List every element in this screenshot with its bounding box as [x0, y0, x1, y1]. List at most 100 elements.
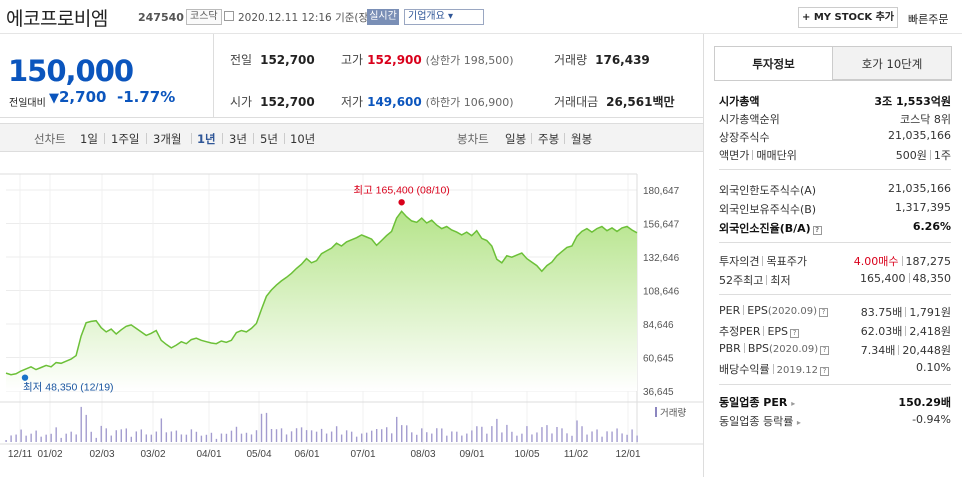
volume-legend-icon: [655, 407, 657, 417]
price-change-percent: -1.77%: [117, 88, 176, 106]
volume-bar: [110, 435, 112, 442]
volume-bar: [476, 426, 478, 442]
volume-bar: [556, 427, 558, 442]
volume-bar: [576, 420, 578, 442]
volume-bar: [446, 435, 448, 442]
volume-bar: [406, 425, 408, 442]
market-badge: 코스닥: [186, 9, 222, 25]
candle-daily[interactable]: 일봉: [505, 132, 527, 146]
industry-change-row[interactable]: 동일업종 등락률 ▸ -0.94%: [719, 413, 951, 428]
price-chart[interactable]: 180,647 156,647 132,646 108,646 84,646 60,645…: [0, 152, 703, 477]
period-10y[interactable]: 10년: [290, 132, 316, 146]
tab-orderbook-10[interactable]: 호가 10단계: [832, 46, 952, 80]
help-icon[interactable]: ?: [819, 367, 829, 376]
volume-bar: [180, 434, 183, 442]
volume-bar: [45, 434, 47, 442]
volume-bar: [70, 431, 72, 442]
candle-weekly[interactable]: 주봉: [538, 132, 560, 146]
volume-bar: [320, 428, 323, 442]
volume-bar: [531, 434, 533, 442]
foreign-ratio-row: 외국인소진율(B/A)? 6.26%: [719, 220, 951, 235]
period-1w[interactable]: 1주일: [111, 132, 140, 146]
volume-bar: [491, 426, 493, 442]
period-5y[interactable]: 5년: [260, 132, 278, 146]
x-tick-label: 01/02: [37, 449, 62, 460]
volume-bar: [285, 434, 288, 442]
candle-monthly[interactable]: 월봉: [571, 132, 593, 146]
volume-bar: [175, 430, 178, 442]
help-icon[interactable]: ?: [820, 346, 830, 355]
period-3y[interactable]: 3년: [229, 132, 247, 146]
volume-bar: [195, 431, 198, 442]
help-icon[interactable]: ?: [818, 308, 828, 317]
volume-bar: [85, 414, 87, 442]
volume-bar: [300, 427, 303, 442]
volume-bar: [80, 406, 82, 442]
volume-bar: [170, 431, 173, 442]
market-cap-rank-row: 시가총액순위 코스닥 8위: [719, 113, 951, 126]
volume-bar: [561, 428, 563, 442]
prev-close: 전일 152,700: [230, 53, 315, 67]
volume-bar: [260, 413, 263, 442]
y-tick-label: 108,646: [643, 287, 680, 298]
volume-bar: [586, 434, 588, 442]
price-area: [6, 211, 637, 391]
period-1d[interactable]: 1일: [80, 132, 98, 146]
x-tick-label: 03/02: [140, 449, 165, 460]
volume-bar: [165, 432, 168, 442]
volume-bar: [185, 434, 188, 442]
period-3m[interactable]: 3개월: [153, 132, 182, 146]
industry-per-row[interactable]: 동일업종 PER ▸ 150.29배: [719, 396, 951, 409]
volume-bar: [160, 418, 163, 442]
volume-bar: [486, 433, 488, 442]
volume-bar: [375, 429, 378, 442]
volume-bar: [140, 429, 143, 442]
volume-bar: [60, 437, 62, 442]
down-arrow-icon: ▼: [49, 91, 59, 106]
low-marker: [21, 374, 29, 381]
volume-bar: [100, 425, 102, 442]
stock-code: 247540: [138, 11, 184, 24]
volume-bar: [401, 425, 403, 442]
volume-bar: [411, 432, 413, 442]
par-unit-row: 액면가 매매단위 500원 1주: [719, 149, 951, 162]
volume-bar: [426, 432, 428, 442]
high-label: 최고 165,400 (08/10): [353, 184, 449, 196]
volume-bar: [25, 435, 27, 442]
add-mystock-button[interactable]: + MY STOCK 추가: [798, 7, 898, 28]
tab-investment-info[interactable]: 투자정보: [714, 46, 833, 80]
volume-bar: [506, 424, 508, 442]
volume-bar: [295, 428, 298, 442]
foreign-hold-row: 외국인보유주식수(B) 1,317,395: [719, 201, 951, 216]
day-low: 저가 149,600 (하한가 106,900): [341, 95, 514, 109]
volume-bar: [451, 431, 453, 442]
company-info-dropdown[interactable]: 기업개요 ▾: [404, 9, 484, 25]
volume-bar: [501, 432, 503, 442]
y-tick-label: 60,645: [643, 354, 674, 365]
help-icon[interactable]: ?: [812, 226, 822, 235]
volume-bar: [5, 440, 7, 442]
volume-bar: [581, 426, 583, 442]
x-tick-label: 11/02: [564, 449, 589, 460]
volume-bar: [210, 432, 213, 442]
period-1y[interactable]: 1년: [197, 132, 216, 146]
volume-bar: [75, 434, 77, 442]
per-eps-row: PER EPS(2020.09)? 83.75배 1,791원: [719, 304, 951, 319]
volume-bar: [35, 430, 37, 442]
volume-bar: [596, 429, 598, 442]
opinion-target-row: 투자의견 목표주가 4.00매수 187,275: [719, 255, 951, 268]
volume-bar: [250, 434, 253, 442]
volume-bar: [290, 431, 293, 442]
realtime-button[interactable]: 실시간: [367, 9, 399, 25]
volume-bar: [200, 435, 203, 442]
volume-bar: [546, 425, 548, 442]
est-per-eps-row: 추정PER EPS? 62.03배 2,418원: [719, 325, 951, 338]
volume-bar: [125, 428, 127, 442]
y-tick-label: 180,647: [643, 186, 680, 197]
volume-bar: [30, 433, 32, 442]
quick-order-link[interactable]: 빠른주문: [908, 13, 949, 26]
help-icon[interactable]: ?: [790, 329, 800, 338]
volume-bar: [496, 418, 498, 442]
volume-bar: [340, 434, 343, 442]
volume-bar: [516, 435, 518, 442]
